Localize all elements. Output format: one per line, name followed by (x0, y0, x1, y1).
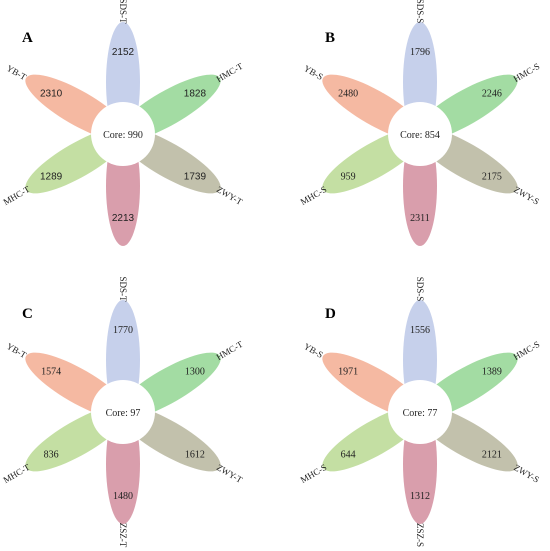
panel-letter: C (22, 306, 33, 322)
petal-value-lower-left: 959 (341, 172, 356, 183)
petal-value-lower-right: 1612 (185, 450, 205, 461)
petal-label-upper-left: YB-T (5, 341, 29, 360)
core-count-label: Core: 990 (103, 130, 143, 141)
petal-value-lower-left: 836 (44, 450, 59, 461)
core-circle (91, 102, 155, 166)
petal-label-lower-left: MHC-T (1, 462, 32, 485)
petal-label-top: SDS-T (118, 0, 128, 24)
petal-value-lower-left: 1289 (40, 172, 63, 183)
petal-label-lower-left: MHC-T (1, 184, 32, 207)
core-circle (91, 380, 155, 444)
petal-label-top: SDS-S (415, 0, 425, 23)
petal-value-upper-left: 1574 (41, 367, 61, 378)
petal-value-upper-right: 1828 (184, 89, 207, 100)
core-count-label: Core: 854 (400, 130, 440, 141)
petal-label-upper-right: HMC-S (512, 61, 542, 84)
petal-label-upper-right: HMC-T (214, 339, 245, 362)
panel-a: A Core: 990 2152 SDS-T 1828 HMC-T 1739 ZWY-T 221… (1, 0, 245, 246)
petal-value-top: 1556 (410, 325, 430, 336)
petal-label-upper-left: YB-S (302, 63, 325, 82)
petal-label-top: SDS-S (415, 277, 425, 302)
petal-value-bottom: 1312 (410, 491, 430, 502)
petal-label-upper-right: HMC-T (214, 61, 245, 84)
petal-value-upper-right: 1300 (185, 367, 205, 378)
petal-value-upper-left: 2480 (338, 89, 358, 100)
petal-value-lower-right: 2121 (482, 450, 502, 461)
petal-value-top: 2152 (112, 47, 135, 58)
petal-value-upper-right: 2246 (482, 89, 502, 100)
core-count-label: Core: 77 (403, 408, 438, 419)
petal-label-upper-right: HMC-S (512, 339, 542, 362)
petal-label-bottom: ZSZ-T (118, 523, 128, 548)
petal-value-lower-right: 1739 (184, 172, 207, 183)
petal-value-upper-left: 2310 (40, 89, 63, 100)
panel-c: C Core: 97 1770 SDS-T 1300 HMC-T 1612 ZWY-T 1480… (1, 276, 245, 547)
panel-d: D Core: 77 1556 SDS-S 1389 HMC-S 2121 ZWY-S 1312… (299, 277, 542, 547)
petal-value-lower-left: 644 (341, 450, 356, 461)
petal-label-lower-left: MHC-S (299, 462, 329, 485)
panel-b: B Core: 854 1796 SDS-S 2246 HMC-S 2175 ZWY-S 231… (299, 0, 542, 246)
petal-label-lower-right: ZWY-T (215, 462, 245, 485)
petal-value-upper-right: 1389 (482, 367, 502, 378)
petal-label-upper-left: YB-T (5, 63, 29, 82)
panel-letter: A (22, 30, 33, 46)
petal-value-top: 1796 (410, 47, 430, 58)
panel-letter: B (325, 30, 335, 46)
petal-value-bottom: 2213 (112, 213, 135, 224)
petal-label-top: SDS-T (118, 276, 128, 302)
petal-label-lower-right: ZWY-S (512, 462, 541, 484)
petal-label-lower-left: MHC-S (299, 184, 329, 207)
petal-value-lower-right: 2175 (482, 172, 502, 183)
petal-label-upper-left: YB-S (302, 341, 325, 360)
petal-value-upper-left: 1971 (338, 367, 358, 378)
petal-label-lower-right: ZWY-S (512, 184, 541, 206)
panel-letter: D (325, 306, 336, 322)
core-count-label: Core: 97 (106, 408, 141, 419)
petal-label-bottom: ZSZ-S (415, 523, 425, 547)
core-circle (388, 380, 452, 444)
petal-value-bottom: 2311 (410, 213, 430, 224)
petal-value-top: 1770 (113, 325, 133, 336)
petal-label-lower-right: ZWY-T (215, 184, 245, 207)
petal-value-bottom: 1480 (113, 491, 133, 502)
core-circle (388, 102, 452, 166)
